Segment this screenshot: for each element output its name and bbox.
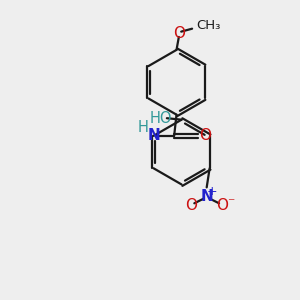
Text: +: + bbox=[207, 185, 217, 198]
Text: O: O bbox=[216, 198, 228, 213]
Text: O: O bbox=[199, 128, 211, 143]
Text: ⁻: ⁻ bbox=[227, 196, 235, 210]
Text: H: H bbox=[138, 120, 149, 135]
Text: O: O bbox=[185, 198, 197, 213]
Text: N: N bbox=[200, 189, 213, 204]
Text: N: N bbox=[147, 128, 160, 143]
Text: HO: HO bbox=[149, 111, 172, 126]
Text: O: O bbox=[173, 26, 185, 41]
Text: CH₃: CH₃ bbox=[196, 19, 221, 32]
